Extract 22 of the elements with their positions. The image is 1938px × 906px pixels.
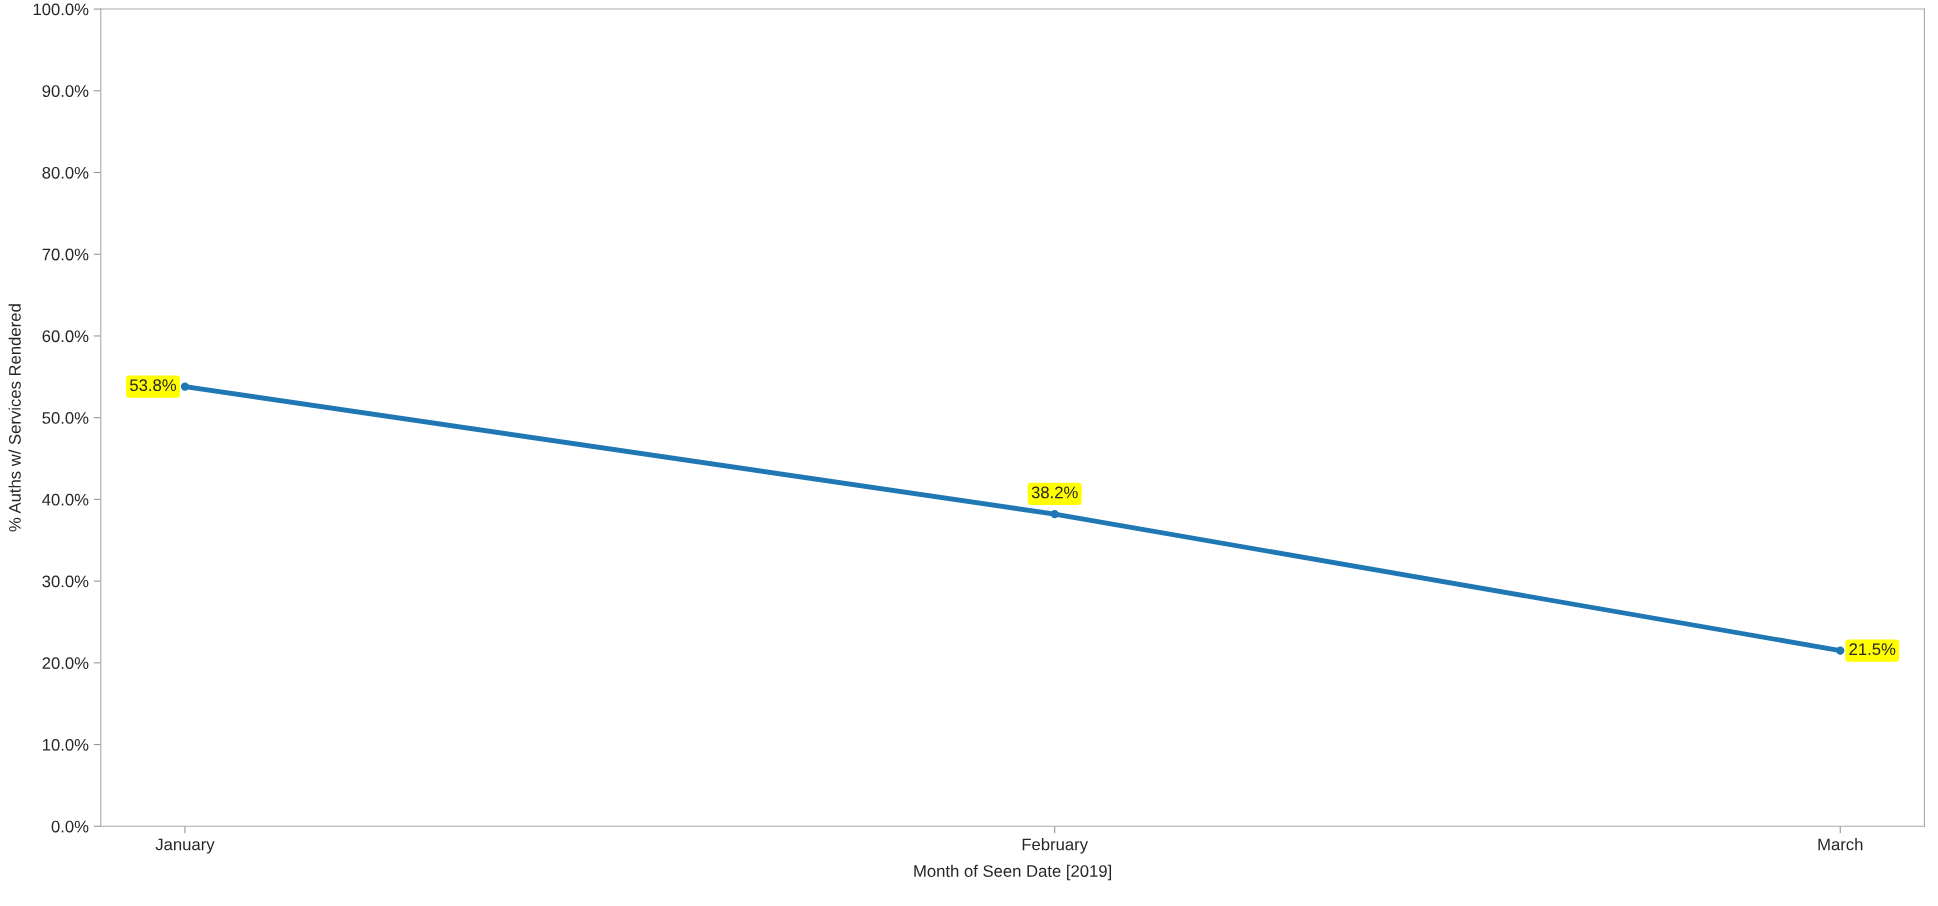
y-tick-label: 70.0% xyxy=(42,248,89,261)
x-tick-label: March xyxy=(1818,838,1863,851)
x-tick-label: February xyxy=(1022,838,1089,854)
point xyxy=(1050,509,1059,519)
y-tick-label: 60.0% xyxy=(42,330,89,343)
y-tick-label: 50.0% xyxy=(42,412,89,424)
x-tick-label: January xyxy=(155,838,215,854)
point xyxy=(180,382,190,391)
data-label: 38.2% xyxy=(1031,486,1078,499)
y-tick-label: 30.0% xyxy=(42,575,89,588)
data-label: 53.8% xyxy=(130,379,177,392)
y-axis-title: % Auths w/ Services Rendered xyxy=(8,304,21,532)
y-tick-label: 90.0% xyxy=(42,85,89,97)
y-tick-label: 0.0% xyxy=(51,820,89,833)
point xyxy=(1836,646,1845,655)
y-tick-label: 80.0% xyxy=(42,166,89,179)
y-tick-label: 20.0% xyxy=(42,657,89,670)
data-label: 21.5% xyxy=(1849,643,1896,656)
x-axis-title: Month of Seen Date [2019] xyxy=(914,864,1112,881)
y-tick-label: 40.0% xyxy=(42,493,89,506)
y-tick-label: 100.0% xyxy=(33,3,89,16)
y-tick-label: 10.0% xyxy=(42,738,89,751)
